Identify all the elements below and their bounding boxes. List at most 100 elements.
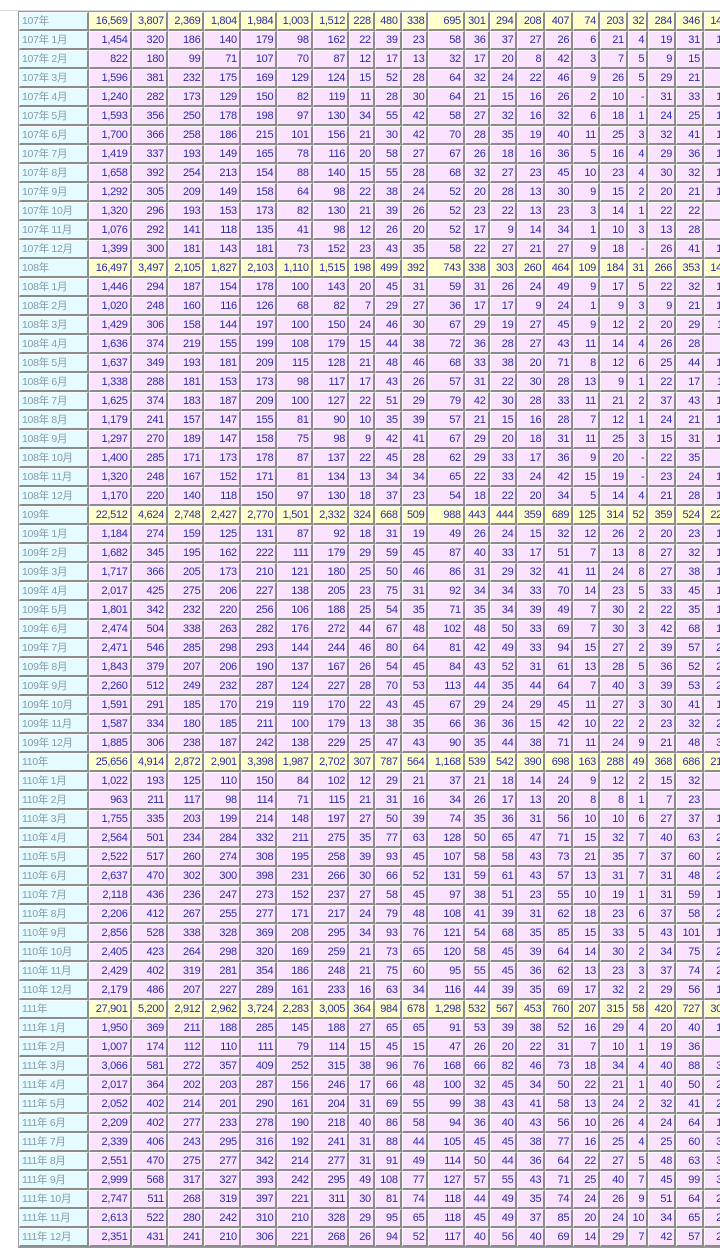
table-cell: 9 bbox=[648, 297, 677, 316]
table-cell: 18 bbox=[703, 1114, 720, 1133]
table-cell: 117 bbox=[168, 791, 205, 810]
table-cell: 12 bbox=[349, 221, 375, 240]
table-cell: 31 bbox=[401, 582, 429, 601]
table-cell: 32 bbox=[464, 164, 490, 183]
table-cell: 39 bbox=[374, 31, 402, 50]
table-cell: 21 bbox=[464, 88, 490, 107]
table-cell: 19 bbox=[401, 525, 429, 544]
table-cell: 81 bbox=[428, 639, 465, 658]
table-cell: 59 bbox=[374, 544, 402, 563]
table-cell: 69 bbox=[545, 1228, 574, 1247]
table-cell: 3 bbox=[627, 430, 649, 449]
table-cell: 9 bbox=[648, 50, 677, 69]
table-cell: 1,700 bbox=[88, 126, 132, 145]
table-cell: 232 bbox=[204, 677, 241, 696]
table-cell: 58 bbox=[464, 848, 490, 867]
table-cell: 171 bbox=[168, 449, 205, 468]
table-cell: 40 bbox=[464, 1228, 490, 1247]
table-cell: 42 bbox=[464, 392, 490, 411]
table-cell: 25 bbox=[676, 107, 704, 126]
table-cell: 13 bbox=[573, 658, 600, 677]
row-label: 110年 6月 bbox=[19, 867, 89, 886]
table-cell: 57 bbox=[676, 1228, 704, 1247]
row-label: 109年 2月 bbox=[19, 544, 89, 563]
table-cell: 5 bbox=[627, 50, 649, 69]
table-cell: 116 bbox=[428, 981, 465, 1000]
table-cell: 30 bbox=[401, 316, 429, 335]
row-label: 108年 3月 bbox=[19, 316, 89, 335]
table-cell: 1,179 bbox=[88, 411, 132, 430]
table-cell: 381 bbox=[131, 69, 168, 88]
table-cell: 16 bbox=[703, 126, 720, 145]
table-row-year-total: 110年 25,656 4,914 2,872 2,901 3,398 1,987 2,702… bbox=[19, 753, 720, 772]
table-cell: 23 bbox=[599, 962, 628, 981]
table-cell: 71 bbox=[545, 1171, 574, 1190]
row-label: 110年 5月 bbox=[19, 848, 89, 867]
table-cell: 181 bbox=[204, 354, 241, 373]
table-cell: 266 bbox=[312, 867, 350, 886]
table-cell: 27 bbox=[517, 335, 546, 354]
table-cell: 181 bbox=[168, 373, 205, 392]
table-cell: 25 bbox=[703, 677, 720, 696]
table-cell: 727 bbox=[676, 1000, 704, 1019]
table-cell: 233 bbox=[204, 1114, 241, 1133]
table-cell: 5 bbox=[573, 145, 600, 164]
table-row-month: 107年 11月 1,076 292 141 118 135 41 98 12 26 20 52 17 9… bbox=[19, 221, 720, 240]
table-cell: 91 bbox=[428, 1019, 465, 1038]
table-cell: 45 bbox=[464, 1209, 490, 1228]
table-cell: 5 bbox=[627, 278, 649, 297]
table-cell: 81 bbox=[277, 468, 313, 487]
table-cell: 125 bbox=[204, 525, 241, 544]
table-cell: - bbox=[627, 240, 649, 259]
table-cell: 26 bbox=[703, 829, 720, 848]
table-cell: 30 bbox=[349, 1190, 375, 1209]
table-cell: 76 bbox=[401, 924, 429, 943]
table-cell: 205 bbox=[312, 582, 350, 601]
table-cell: 17 bbox=[676, 373, 704, 392]
table-cell: 32 bbox=[599, 981, 628, 1000]
table-cell: 79 bbox=[277, 1038, 313, 1057]
table-cell: 198 bbox=[349, 259, 375, 278]
table-cell: 209 bbox=[240, 392, 278, 411]
table-cell: 1,843 bbox=[88, 658, 132, 677]
table-cell: 65 bbox=[428, 468, 465, 487]
table-cell: 30 bbox=[349, 867, 375, 886]
table-cell: 7 bbox=[627, 1171, 649, 1190]
table-cell: 24 bbox=[401, 183, 429, 202]
table-cell: 228 bbox=[349, 12, 375, 31]
table-cell: 26 bbox=[401, 202, 429, 221]
table-cell: 2,522 bbox=[88, 848, 132, 867]
table-cell: 20 bbox=[573, 1209, 600, 1228]
row-label: 109年 11月 bbox=[19, 715, 89, 734]
table-cell: 241 bbox=[131, 411, 168, 430]
table-cell: 17 bbox=[464, 221, 490, 240]
table-cell: 24 bbox=[599, 1209, 628, 1228]
table-row-month: 107年 3月 1,596 381 232 175 169 129 124 15 52 28 64 32… bbox=[19, 69, 720, 88]
row-label: 111年 7月 bbox=[19, 1133, 89, 1152]
table-cell: 189 bbox=[168, 430, 205, 449]
table-row-month: 107年 5月 1,593 356 250 178 198 97 130 34 55 42 58 27 3… bbox=[19, 107, 720, 126]
table-cell: 159 bbox=[168, 525, 205, 544]
table-cell: 44 bbox=[489, 1152, 518, 1171]
table-cell: 51 bbox=[489, 886, 518, 905]
table-cell: 168 bbox=[428, 1057, 465, 1076]
table-cell: 119 bbox=[277, 696, 313, 715]
table-cell: 108 bbox=[277, 335, 313, 354]
table-cell: 288 bbox=[599, 753, 628, 772]
table-cell: 209 bbox=[240, 354, 278, 373]
table-cell: 11 bbox=[573, 696, 600, 715]
table-cell: 294 bbox=[131, 278, 168, 297]
table-cell: 249 bbox=[168, 677, 205, 696]
table-cell: 52 bbox=[428, 221, 465, 240]
table-cell: 2 bbox=[627, 316, 649, 335]
table-row-month: 108年 6月 1,338 288 181 153 173 98 117 17 43 26 57 31 2… bbox=[19, 373, 720, 392]
table-cell: 143 bbox=[703, 12, 720, 31]
table-cell: 26 bbox=[648, 335, 677, 354]
table-cell: 65 bbox=[401, 1019, 429, 1038]
table-cell: 45 bbox=[545, 316, 574, 335]
row-label: 108年 12月 bbox=[19, 487, 89, 506]
table-cell: 2,283 bbox=[277, 1000, 313, 1019]
table-cell: 1 bbox=[627, 107, 649, 126]
row-label: 109年 9月 bbox=[19, 677, 89, 696]
table-cell: 244 bbox=[312, 639, 350, 658]
